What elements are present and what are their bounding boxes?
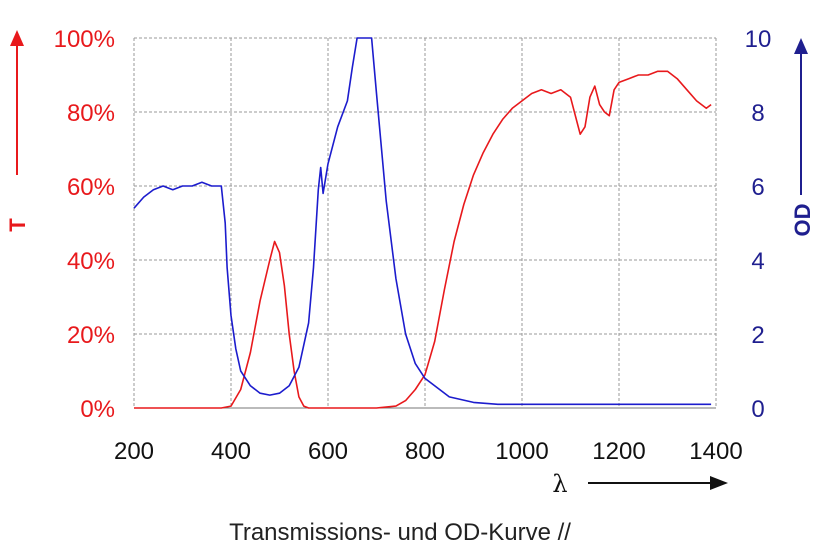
y-right-tick-label: 8 <box>751 100 764 127</box>
figure-caption: Transmissions- und OD-Kurve // <box>229 519 571 546</box>
x-ticks: 200 400 600 800 1000 1200 1400 <box>114 438 743 465</box>
x-tick-label: 400 <box>211 438 251 465</box>
y-left-tick-label: 80% <box>67 100 115 127</box>
y-right-tick-label: 2 <box>751 322 764 349</box>
x-axis-title: λ <box>552 470 567 498</box>
x-tick-label: 800 <box>405 438 445 465</box>
series-line-t <box>134 70 712 409</box>
x-arrow-head <box>710 476 728 490</box>
x-tick-label: 1200 <box>592 438 645 465</box>
x-tick-label: 1400 <box>689 438 742 465</box>
y-left-tick-label: 60% <box>67 174 115 201</box>
y-right-tick-label: 6 <box>751 174 764 201</box>
y-left-tick-label: 100% <box>54 26 115 53</box>
y-left-axis-title: T <box>5 218 30 232</box>
y-left-tick-label: 20% <box>67 322 115 349</box>
y-right-arrow-head <box>794 38 808 54</box>
y-left-tick-label: 40% <box>67 248 115 275</box>
y-right-axis-title: OD <box>790 204 815 237</box>
y-right-axis-title-group: OD <box>790 38 815 237</box>
x-axis-title-group: λ <box>552 470 728 498</box>
y-right-tick-label: 0 <box>751 396 764 423</box>
y-left-arrow-head <box>10 30 24 46</box>
x-tick-label: 200 <box>114 438 154 465</box>
x-tick-label: 1000 <box>495 438 548 465</box>
y-right-tick-label: 10 <box>745 26 772 53</box>
y-right-tick-label: 4 <box>751 248 764 275</box>
y-left-ticks: 0% 20% 40% 60% 80% 100% <box>54 26 115 423</box>
y-left-tick-label: 0% <box>80 396 115 423</box>
y-left-axis-title-group: T <box>5 30 30 232</box>
series-line-od <box>133 37 712 406</box>
y-right-ticks: 0 2 4 6 8 10 <box>745 26 772 423</box>
x-tick-label: 600 <box>308 438 348 465</box>
grid <box>133 37 717 409</box>
series-layer <box>133 37 712 409</box>
